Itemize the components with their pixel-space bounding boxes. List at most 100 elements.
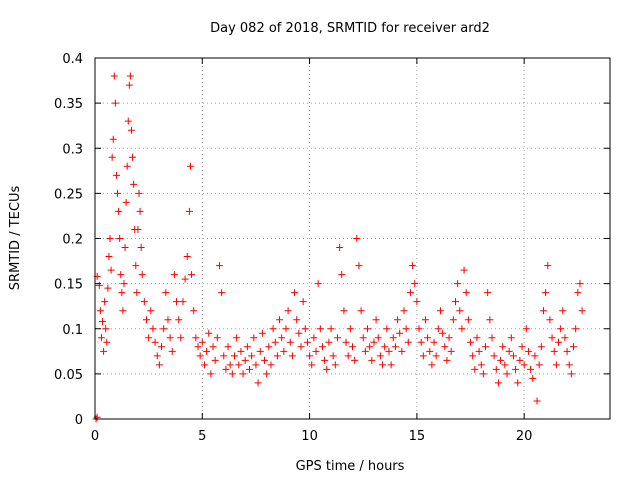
data-point-100: [258, 329, 266, 337]
data-point-183: [436, 307, 444, 315]
data-point-103: [265, 343, 273, 351]
data-point-37: [132, 262, 140, 270]
data-point-8: [101, 298, 109, 306]
data-point-43: [138, 271, 146, 279]
data-point-60: [175, 316, 183, 324]
data-point-213: [501, 361, 509, 369]
data-point-95: [248, 352, 256, 360]
data-point-198: [469, 352, 477, 360]
data-point-70: [194, 343, 202, 351]
data-point-4: [96, 307, 104, 315]
data-point-187: [445, 334, 453, 342]
data-point-78: [211, 356, 219, 364]
y-tick-label-8: 0.4: [62, 52, 83, 67]
data-point-53: [160, 325, 168, 333]
data-point-176: [421, 316, 429, 324]
data-point-48: [149, 325, 157, 333]
data-point-58: [170, 271, 178, 279]
data-point-231: [539, 307, 547, 315]
data-point-194: [460, 266, 468, 274]
data-point-157: [381, 343, 389, 351]
data-point-188: [447, 347, 455, 355]
data-point-124: [310, 334, 318, 342]
data-point-29: [123, 162, 131, 170]
x-tick-label-0: 0: [91, 429, 99, 444]
data-point-235: [548, 334, 556, 342]
data-point-141: [346, 325, 354, 333]
data-point-241: [561, 334, 569, 342]
x-tick-label-4: 20: [516, 429, 533, 444]
data-point-88: [233, 334, 241, 342]
data-point-11: [104, 284, 112, 292]
data-point-230: [537, 343, 545, 351]
data-point-207: [488, 334, 496, 342]
data-point-146: [357, 307, 365, 315]
y-tick-label-6: 0.3: [62, 142, 83, 157]
data-point-202: [477, 361, 485, 369]
points-layer: [92, 72, 586, 423]
data-point-129: [321, 356, 329, 364]
data-point-90: [237, 347, 245, 355]
data-point-132: [327, 325, 335, 333]
data-point-195: [462, 289, 470, 297]
data-point-171: [411, 280, 419, 288]
data-point-28: [122, 198, 130, 206]
data-point-26: [120, 280, 128, 288]
data-point-59: [173, 298, 181, 306]
y-tick-label-7: 0.35: [54, 97, 83, 112]
data-point-159: [385, 347, 393, 355]
data-point-94: [246, 365, 253, 373]
data-point-92: [241, 356, 249, 364]
data-point-85: [226, 361, 234, 369]
data-point-25: [119, 307, 127, 315]
y-tick-label-1: 0.05: [54, 368, 83, 383]
data-point-242: [563, 347, 571, 355]
data-point-201: [475, 347, 483, 355]
data-point-50: [153, 352, 161, 360]
data-point-17: [110, 72, 118, 80]
data-point-80: [215, 262, 223, 270]
data-point-32: [126, 72, 134, 80]
data-point-249: [578, 307, 586, 315]
data-point-125: [312, 347, 320, 355]
data-point-165: [398, 347, 406, 355]
data-point-172: [413, 298, 421, 306]
data-point-52: [158, 343, 166, 351]
data-point-68: [190, 307, 198, 315]
data-point-35: [130, 180, 138, 188]
data-point-42: [137, 244, 145, 252]
data-point-55: [164, 316, 172, 324]
data-point-47: [147, 307, 155, 315]
data-point-234: [546, 316, 554, 324]
data-point-15: [108, 153, 116, 161]
data-point-148: [361, 347, 369, 355]
data-point-123: [308, 361, 316, 369]
data-point-89: [235, 361, 243, 369]
data-point-154: [374, 334, 382, 342]
data-point-93: [243, 343, 251, 351]
data-point-177: [424, 334, 432, 342]
data-point-203: [479, 370, 487, 378]
data-point-229: [535, 361, 543, 369]
data-point-164: [396, 329, 404, 337]
data-point-142: [349, 343, 356, 351]
data-point-135: [333, 334, 341, 342]
data-point-138: [340, 307, 348, 315]
data-point-119: [299, 298, 307, 306]
data-point-19: [112, 171, 120, 179]
data-point-191: [454, 280, 462, 288]
data-point-155: [376, 352, 384, 360]
data-point-61: [177, 334, 185, 342]
x-axis-label: GPS time / hours: [296, 459, 405, 474]
data-point-24: [118, 289, 126, 297]
data-point-34: [129, 153, 137, 161]
data-point-64: [183, 253, 191, 261]
data-point-169: [406, 289, 414, 297]
data-point-167: [402, 325, 410, 333]
data-point-206: [486, 316, 494, 324]
data-point-212: [499, 343, 507, 351]
data-point-150: [366, 343, 374, 351]
data-point-144: [353, 235, 361, 242]
data-point-111: [282, 325, 290, 333]
data-point-96: [250, 334, 258, 342]
